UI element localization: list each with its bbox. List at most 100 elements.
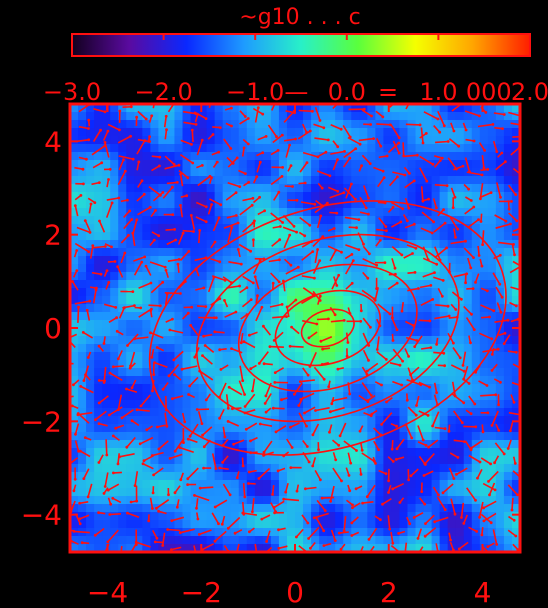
heatmap-cell	[479, 184, 489, 193]
vector-head	[91, 244, 95, 248]
heatmap-cell	[286, 528, 296, 537]
heatmap-cell	[471, 168, 481, 177]
heatmap-cell	[367, 152, 376, 161]
vector-arrow	[405, 123, 421, 126]
vector-arrow	[133, 256, 145, 262]
vector-arrow	[498, 241, 514, 246]
heatmap-cell	[327, 296, 336, 305]
heatmap-cell	[246, 232, 256, 241]
heatmap-cell	[158, 504, 168, 513]
heatmap-cell	[166, 208, 176, 217]
heatmap-cell	[439, 144, 449, 153]
heatmap-cell	[503, 464, 513, 473]
heatmap-cell	[126, 472, 135, 481]
heatmap-cell	[471, 376, 481, 385]
vector-head	[183, 420, 187, 424]
heatmap-cell	[311, 216, 320, 225]
heatmap-cell	[214, 288, 224, 297]
heatmap-cell	[479, 376, 489, 385]
heatmap-cell	[134, 320, 143, 329]
vector-head	[510, 508, 514, 512]
vector-arrow	[423, 470, 434, 477]
heatmap-cell	[278, 432, 288, 441]
heatmap-cell	[86, 144, 95, 153]
vector-head	[431, 162, 435, 166]
heatmap-cell	[391, 104, 401, 113]
heatmap-cell	[359, 328, 368, 337]
heatmap-cell	[206, 240, 216, 249]
heatmap-cell	[319, 304, 328, 313]
heatmap-cell	[110, 240, 119, 249]
heatmap-cell	[278, 112, 288, 121]
heatmap-cell	[319, 136, 328, 145]
heatmap-cell	[190, 392, 200, 401]
heatmap-cell	[303, 192, 312, 201]
vector-arrow	[413, 511, 424, 519]
heatmap-cell	[158, 320, 168, 329]
vector-arrow	[503, 334, 511, 345]
vector-head	[335, 284, 339, 287]
heatmap-cell	[415, 264, 425, 273]
heatmap-cell	[391, 152, 401, 161]
vector-head	[72, 383, 75, 387]
heatmap-cell	[158, 248, 168, 257]
vector-arrow	[511, 381, 520, 387]
heatmap-cell	[391, 320, 401, 329]
heatmap-cell	[311, 168, 320, 177]
heatmap-cell	[206, 328, 216, 337]
heatmap-cell	[286, 104, 296, 113]
vector-head	[123, 169, 127, 173]
heatmap-cell	[351, 320, 360, 329]
heatmap-cell	[383, 544, 393, 552]
vector-head	[488, 493, 491, 497]
heatmap-cell	[351, 424, 360, 433]
heatmap-cell	[399, 112, 409, 121]
heatmap-cell	[463, 224, 473, 233]
heatmap-cell	[206, 288, 216, 297]
heatmap-cell	[327, 112, 336, 121]
heatmap-cell	[182, 504, 192, 513]
heatmap-cell	[246, 416, 256, 425]
vector-head	[185, 194, 189, 198]
heatmap-cell	[423, 232, 433, 241]
heatmap-cell	[94, 408, 103, 417]
heatmap-cell	[351, 432, 360, 441]
vector-arrow	[107, 529, 119, 543]
vector-arrow	[302, 451, 310, 463]
heatmap-cell	[399, 456, 409, 465]
heatmap-cell	[190, 536, 200, 545]
heatmap-cell	[110, 176, 119, 185]
vector-head	[265, 540, 268, 543]
heatmap-cell	[487, 128, 497, 137]
heatmap-cell	[415, 472, 425, 481]
heatmap-cell	[343, 160, 352, 169]
vector-arrow	[494, 319, 509, 323]
vector-head	[323, 509, 327, 512]
heatmap-cell	[327, 240, 336, 249]
heatmap-cell	[415, 272, 425, 281]
heatmap-cell	[118, 232, 127, 241]
heatmap-cell	[94, 208, 103, 217]
vector-head	[316, 248, 319, 251]
heatmap-cell	[262, 192, 272, 201]
vector-arrow	[295, 528, 304, 538]
heatmap-cell	[487, 104, 497, 113]
heatmap-cell	[174, 400, 184, 409]
vector-arrow	[363, 185, 370, 199]
vector-head	[324, 150, 328, 154]
vector-arrow	[465, 138, 475, 142]
vector-head	[405, 219, 409, 223]
vector-head	[358, 429, 362, 433]
vector-head	[249, 439, 252, 443]
heatmap-cell	[295, 472, 304, 481]
heatmap-cell	[439, 408, 449, 417]
heatmap-cell	[134, 312, 143, 321]
vector-head	[143, 255, 147, 259]
heatmap-cell	[166, 520, 176, 529]
vector-head	[186, 477, 190, 481]
heatmap-cell	[118, 264, 127, 273]
heatmap-cell	[311, 504, 320, 513]
heatmap-cell	[78, 288, 87, 297]
heatmap-cell	[246, 152, 256, 161]
heatmap-cell	[399, 296, 409, 305]
